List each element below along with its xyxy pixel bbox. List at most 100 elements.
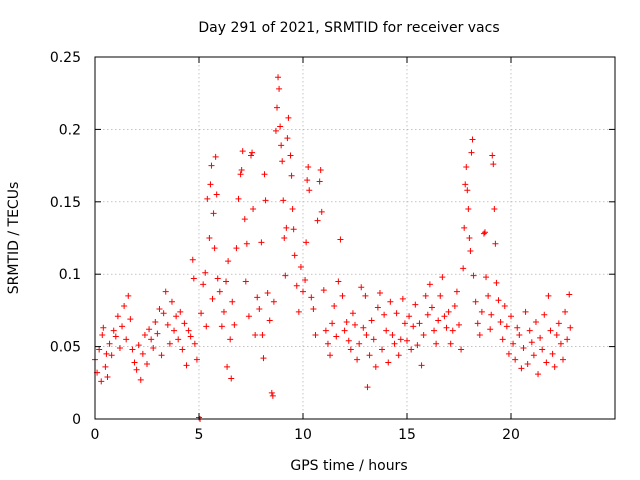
- data-point: [428, 304, 435, 311]
- data-point: [166, 340, 173, 347]
- data-point: [495, 297, 502, 304]
- data-point: [254, 294, 261, 301]
- data-point: [266, 317, 273, 324]
- data-point: [464, 187, 471, 194]
- data-point: [501, 303, 508, 310]
- data-point: [303, 239, 310, 246]
- data-point: [543, 359, 550, 366]
- data-point: [154, 330, 161, 337]
- data-point: [564, 336, 571, 343]
- data-point: [331, 303, 338, 310]
- data-point: [218, 323, 225, 330]
- data-point: [141, 332, 148, 339]
- axis-ticks: [94, 56, 615, 420]
- data-point: [108, 352, 115, 359]
- data-point: [164, 321, 171, 328]
- data-point: [173, 313, 180, 320]
- data-point: [389, 332, 396, 339]
- y-tick-label: 0.15: [50, 195, 81, 211]
- data-point: [314, 217, 321, 224]
- data-point: [451, 303, 458, 310]
- data-point: [316, 178, 323, 185]
- data-point: [368, 317, 375, 324]
- data-point: [470, 272, 477, 279]
- data-point: [278, 142, 285, 149]
- data-point: [431, 327, 438, 334]
- data-point: [206, 235, 213, 241]
- data-point: [220, 308, 227, 315]
- data-point: [283, 224, 290, 231]
- data-point: [295, 308, 302, 315]
- data-point: [131, 359, 138, 366]
- data-point: [468, 149, 475, 156]
- data-point: [385, 359, 392, 366]
- data-point: [541, 311, 548, 318]
- data-point: [127, 316, 134, 323]
- data-point: [245, 313, 252, 320]
- x-tick-labels: 0 5 10 15 20: [91, 427, 520, 443]
- data-point: [566, 291, 573, 298]
- data-point: [560, 356, 566, 363]
- data-point: [210, 210, 217, 217]
- data-point: [562, 308, 569, 315]
- data-point: [354, 356, 361, 363]
- data-point: [110, 327, 117, 334]
- data-point: [243, 240, 250, 247]
- data-point: [179, 346, 186, 353]
- data-point: [522, 308, 529, 315]
- data-point: [287, 152, 294, 159]
- data-point: [235, 195, 242, 202]
- data-point: [424, 311, 431, 318]
- data-point: [445, 308, 452, 315]
- data-point: [499, 336, 506, 343]
- data-point: [497, 318, 504, 325]
- data-point: [237, 171, 244, 178]
- data-point: [198, 310, 205, 317]
- data-point: [119, 323, 126, 330]
- data-point: [123, 336, 130, 343]
- y-tick-label: 0: [72, 412, 81, 428]
- data-point: [467, 248, 474, 255]
- data-point: [225, 258, 232, 265]
- data-point: [305, 164, 312, 171]
- data-point: [490, 161, 497, 168]
- data-point: [168, 298, 175, 305]
- data-point: [537, 334, 544, 341]
- data-point: [482, 229, 488, 236]
- data-point: [551, 363, 558, 370]
- data-point: [463, 164, 470, 171]
- data-point: [545, 292, 552, 299]
- data-point: [248, 152, 254, 159]
- data-point: [458, 346, 465, 353]
- data-point: [478, 308, 485, 315]
- x-tick-label: 10: [294, 427, 312, 443]
- data-point: [228, 375, 235, 382]
- data-point: [177, 308, 184, 315]
- data-point: [160, 310, 167, 317]
- data-point: [418, 362, 425, 369]
- data-point: [291, 252, 298, 259]
- data-point: [284, 135, 291, 142]
- data-point: [297, 263, 304, 270]
- data-point: [260, 355, 267, 362]
- data-point: [156, 305, 163, 312]
- data-point: [356, 340, 363, 347]
- data-point: [372, 363, 379, 370]
- data-point: [420, 332, 427, 339]
- data-point: [114, 313, 121, 320]
- data-point: [227, 336, 234, 343]
- data-point: [360, 324, 367, 331]
- data-point: [272, 127, 279, 134]
- data-point: [345, 337, 352, 344]
- data-point: [505, 350, 512, 357]
- x-tick-label: 15: [398, 427, 416, 443]
- data-point: [453, 288, 460, 295]
- data-point: [447, 340, 454, 347]
- data-point: [148, 336, 155, 343]
- data-point: [281, 235, 288, 241]
- data-point: [443, 324, 450, 331]
- data-point: [103, 350, 110, 357]
- data-point: [288, 172, 295, 179]
- data-point: [306, 187, 313, 194]
